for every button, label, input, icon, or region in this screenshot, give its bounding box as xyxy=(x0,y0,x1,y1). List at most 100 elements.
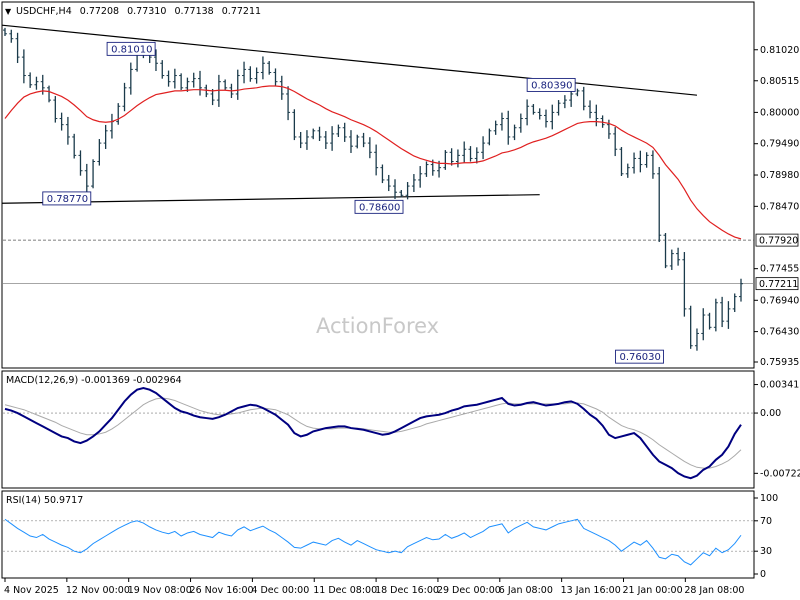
price-bar xyxy=(707,312,712,330)
price-plot: 0.81010 0.78770 0.78600 0.80390 0.76030 xyxy=(1,24,754,364)
price-bar xyxy=(179,73,184,91)
price-bar xyxy=(97,139,102,166)
price-bar xyxy=(267,61,272,75)
xtick-label: 28 Jan 08:00 xyxy=(684,585,744,596)
price-bar xyxy=(625,163,630,178)
price-bar xyxy=(512,124,517,141)
macd-ytick-label: -0.007222 xyxy=(760,468,800,479)
annotation-box xyxy=(526,77,576,92)
price-bar xyxy=(172,68,177,89)
price-bar xyxy=(260,56,265,80)
price-bar xyxy=(122,82,127,112)
xtick-label: 18 Dec 16:00 xyxy=(375,585,439,596)
price-bar xyxy=(153,49,158,72)
price-bar xyxy=(449,148,454,166)
price-bar xyxy=(663,232,668,269)
xtick-label: 21 Jan 00:00 xyxy=(622,585,682,596)
price-bar xyxy=(160,60,165,79)
macd-title: MACD(12,26,9) -0.001369 -0.002964 xyxy=(6,375,182,386)
moving-average-line xyxy=(4,85,742,240)
price-bar xyxy=(191,72,196,88)
xtick-label: 11 Dec 08:00 xyxy=(313,585,377,596)
price-bar xyxy=(242,61,247,84)
price-ytick-label: 0.77455 xyxy=(760,264,799,275)
price-bar xyxy=(65,116,70,145)
price-bar xyxy=(185,77,190,92)
xtick-label: 12 Nov 00:00 xyxy=(66,585,130,596)
xtick-label: 4 Nov 2025 xyxy=(4,585,59,596)
annotation-label: 0.78770 xyxy=(47,194,88,205)
price-bar xyxy=(468,146,473,162)
price-ytick-label: 0.75935 xyxy=(760,357,799,368)
price-bar xyxy=(53,96,58,123)
macd-ytick-label: 0.00 xyxy=(760,408,781,419)
price-bar xyxy=(317,126,322,142)
price-bar xyxy=(650,150,655,179)
price-bar xyxy=(644,152,649,168)
price-bar xyxy=(543,109,548,128)
price-bar xyxy=(720,296,725,328)
price-bar xyxy=(575,88,580,97)
price-bar xyxy=(726,301,731,329)
price-bar xyxy=(537,108,542,120)
price-bar xyxy=(613,127,618,157)
price-bar xyxy=(701,308,706,341)
price-bar xyxy=(198,70,203,96)
xtick-label: 6 Jan 08:00 xyxy=(499,585,553,596)
price-bar xyxy=(21,49,26,84)
xtick-label: 29 Dec 00:00 xyxy=(437,585,501,596)
price-bar xyxy=(304,130,309,150)
price-bar xyxy=(311,128,316,140)
price-bar xyxy=(531,104,536,115)
price-bar xyxy=(386,174,391,192)
collapse-arrow-icon[interactable]: ▼ xyxy=(5,7,12,16)
low-value: 0.77138 xyxy=(174,6,213,17)
price-bar xyxy=(34,76,39,90)
xtick-label: 4 Dec 00:00 xyxy=(251,585,309,596)
symbol-label: USDCHF,H4 xyxy=(16,6,72,17)
price-bar xyxy=(455,149,460,168)
price-bar xyxy=(216,74,221,107)
price-bar xyxy=(493,120,498,135)
xtick-label: 19 Nov 08:00 xyxy=(128,585,192,596)
price-bar xyxy=(84,163,89,193)
price-ytick-label: 0.79490 xyxy=(760,139,799,150)
price-header: USDCHF,H4 0.77208 0.77310 0.77138 0.7721… xyxy=(16,6,261,17)
macd-panel xyxy=(1,370,755,489)
price-bar xyxy=(367,137,372,159)
price-bar xyxy=(223,79,228,91)
price-bar xyxy=(128,62,133,95)
xtick-label: 13 Jan 16:00 xyxy=(561,585,621,596)
price-bar xyxy=(336,124,341,138)
rsi-panel xyxy=(1,490,755,579)
price-bar xyxy=(676,247,681,266)
price-ytick-label: 0.81020 xyxy=(760,45,799,56)
price-bar xyxy=(166,70,171,87)
price-bar xyxy=(638,150,643,173)
open-value: 0.77208 xyxy=(80,6,119,17)
price-tag-box xyxy=(755,277,799,291)
price-tag-label: 0.77920 xyxy=(759,236,798,247)
price-ytick-label: 0.78470 xyxy=(760,201,799,212)
price-bar xyxy=(91,159,96,189)
price-bar xyxy=(732,293,737,313)
price-bar xyxy=(9,29,14,43)
price-bar xyxy=(3,27,7,37)
rsi-ytick-label: 70 xyxy=(760,516,772,527)
rsi-line xyxy=(4,518,742,566)
price-bar xyxy=(581,86,586,111)
price-tag-box xyxy=(755,233,799,247)
axes: 0.81020 0.80515 0.80000 0.79490 0.78980 0.784… xyxy=(4,45,800,596)
rsi-ytick-label: 0 xyxy=(760,569,766,580)
price-ytick-label: 0.80515 xyxy=(760,76,799,87)
price-bar xyxy=(399,190,404,198)
price-bar xyxy=(694,328,699,351)
macd-line xyxy=(4,386,742,480)
price-bar xyxy=(248,66,253,82)
price-bar xyxy=(562,95,567,109)
price-bar xyxy=(688,305,693,349)
price-bar xyxy=(481,136,486,160)
price-tag-label: 0.77211 xyxy=(759,279,798,290)
price-bar xyxy=(380,164,385,184)
price-bar xyxy=(682,252,687,317)
